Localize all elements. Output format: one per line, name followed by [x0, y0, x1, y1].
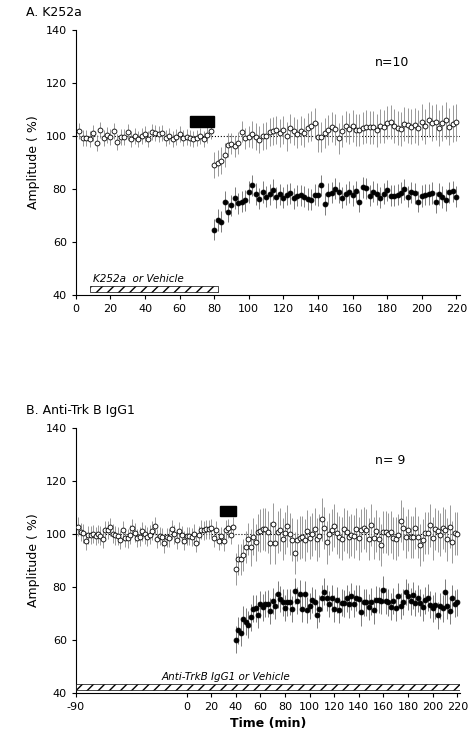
Text: K252a  or Vehicle: K252a or Vehicle [93, 274, 184, 284]
Bar [76, 684, 460, 690]
Bar [190, 116, 214, 127]
Y-axis label: Amplitude ( %): Amplitude ( %) [27, 115, 40, 209]
Text: A. K252a: A. K252a [26, 6, 82, 19]
Bar [220, 506, 236, 516]
Text: B. Anti-Trk B IgG1: B. Anti-Trk B IgG1 [26, 404, 135, 417]
Y-axis label: Amplitude ( %): Amplitude ( %) [27, 513, 40, 607]
Text: n=10: n=10 [375, 57, 410, 69]
Text: n= 9: n= 9 [375, 454, 406, 467]
Bar [90, 286, 218, 292]
X-axis label: Time (min): Time (min) [229, 717, 306, 730]
Text: Anti-TrkB IgG1 or Vehicle: Anti-TrkB IgG1 or Vehicle [162, 672, 291, 682]
